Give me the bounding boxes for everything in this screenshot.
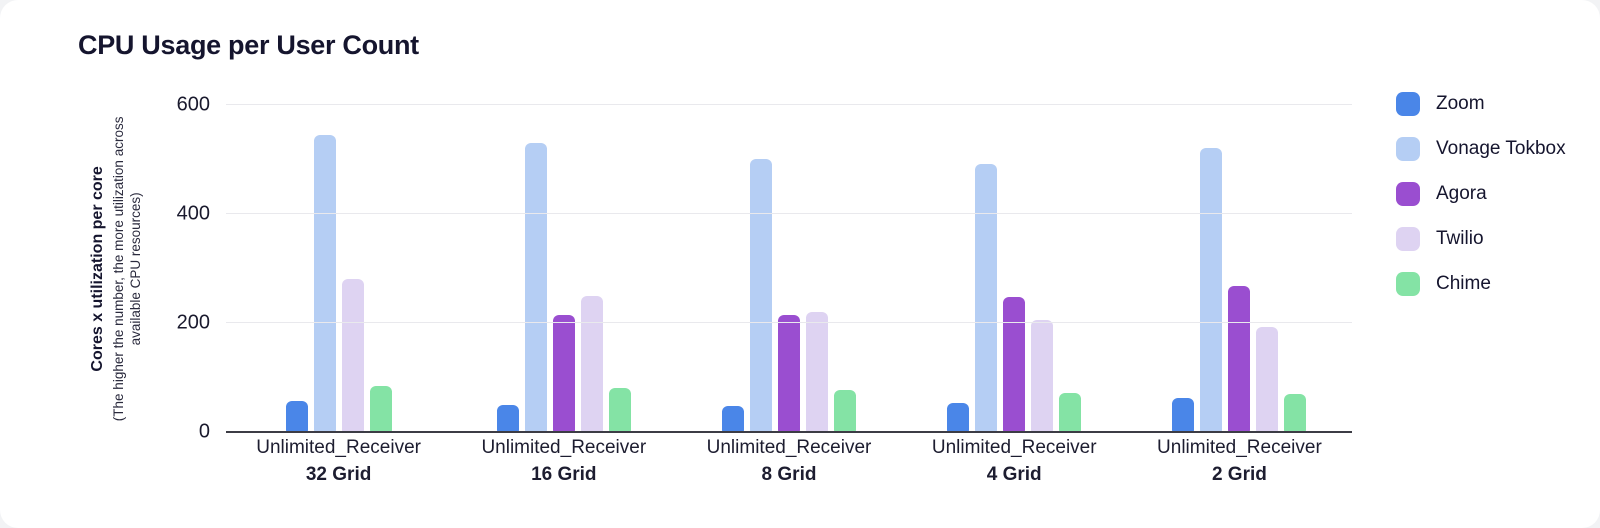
bar-group-2-grid: [1127, 105, 1352, 432]
bar-agora-16-grid[interactable]: [552, 315, 575, 432]
bar-twilio-2-grid[interactable]: [1256, 327, 1279, 432]
bar-twilio-8-grid[interactable]: [806, 312, 828, 432]
bar-vonage-tokbox-8-grid[interactable]: [750, 159, 772, 432]
plot-area: [226, 104, 1352, 433]
bar-agora-4-grid[interactable]: [1003, 297, 1026, 432]
x-axis-labels: Unlimited_Receiver 32 Grid Unlimited_Recei…: [226, 437, 1352, 486]
bar-zoom-32-grid[interactable]: [285, 401, 308, 432]
legend-label: Agora: [1436, 183, 1487, 204]
y-tick-600: 600: [176, 93, 210, 116]
bar-group-8-grid: [676, 105, 901, 432]
legend: Zoom Vonage Tokbox Agora Twilio Chime: [1396, 92, 1566, 296]
legend-item-agora[interactable]: Agora: [1396, 182, 1566, 206]
y-tick-0: 0: [198, 420, 210, 443]
bar-twilio-32-grid[interactable]: [341, 279, 364, 432]
bar-chime-2-grid[interactable]: [1284, 394, 1307, 432]
bar-group-16-grid: [451, 105, 676, 432]
legend-item-zoom[interactable]: Zoom: [1396, 92, 1566, 116]
bar-groups: [226, 105, 1352, 432]
bar-chime-4-grid[interactable]: [1059, 393, 1082, 432]
bar-vonage-tokbox-4-grid[interactable]: [975, 164, 998, 432]
bar-vonage-tokbox-2-grid[interactable]: [1200, 148, 1223, 432]
legend-item-twilio[interactable]: Twilio: [1396, 227, 1566, 251]
legend-swatch-icon: [1396, 272, 1420, 296]
legend-item-chime[interactable]: Chime: [1396, 272, 1566, 296]
bar-zoom-8-grid[interactable]: [722, 406, 744, 432]
bar-vonage-tokbox-16-grid[interactable]: [524, 143, 547, 432]
bar-chime-32-grid[interactable]: [369, 386, 392, 432]
x-label-4-grid: Unlimited_Receiver 4 Grid: [931, 437, 1097, 485]
legend-label: Chime: [1436, 273, 1491, 294]
legend-label: Vonage Tokbox: [1436, 138, 1566, 159]
legend-swatch-icon: [1396, 92, 1420, 116]
legend-label: Zoom: [1436, 93, 1485, 114]
bar-agora-2-grid[interactable]: [1228, 286, 1251, 432]
y-axis-ticks: 0 200 400 600: [0, 94, 210, 443]
legend-swatch-icon: [1396, 227, 1420, 251]
bar-group-32-grid: [226, 105, 451, 432]
x-label-16-grid: Unlimited_Receiver 16 Grid: [481, 437, 647, 485]
bar-agora-8-grid[interactable]: [778, 315, 800, 432]
gridline-200: [226, 322, 1352, 323]
legend-swatch-icon: [1396, 182, 1420, 206]
legend-swatch-icon: [1396, 137, 1420, 161]
bar-zoom-4-grid[interactable]: [947, 403, 970, 432]
bar-zoom-16-grid[interactable]: [496, 405, 519, 432]
x-label-8-grid: Unlimited_Receiver 8 Grid: [706, 437, 872, 485]
chart-title: CPU Usage per User Count: [78, 30, 419, 60]
legend-item-vonage-tokbox[interactable]: Vonage Tokbox: [1396, 137, 1566, 161]
bar-twilio-16-grid[interactable]: [580, 296, 603, 432]
bar-chime-16-grid[interactable]: [608, 388, 631, 432]
gridline-600: [226, 104, 1352, 105]
x-label-2-grid: Unlimited_Receiver 2 Grid: [1157, 437, 1322, 485]
bar-twilio-4-grid[interactable]: [1031, 320, 1054, 432]
gridline-400: [226, 213, 1352, 214]
x-label-32-grid: Unlimited_Receiver 32 Grid: [256, 437, 421, 485]
y-tick-200: 200: [176, 311, 210, 334]
bar-group-4-grid: [902, 105, 1127, 432]
bar-vonage-tokbox-32-grid[interactable]: [313, 135, 336, 432]
y-tick-400: 400: [176, 202, 210, 225]
legend-label: Twilio: [1436, 228, 1484, 249]
bar-chime-8-grid[interactable]: [834, 390, 856, 432]
x-axis-line: [226, 431, 1352, 433]
bar-zoom-2-grid[interactable]: [1172, 398, 1195, 432]
